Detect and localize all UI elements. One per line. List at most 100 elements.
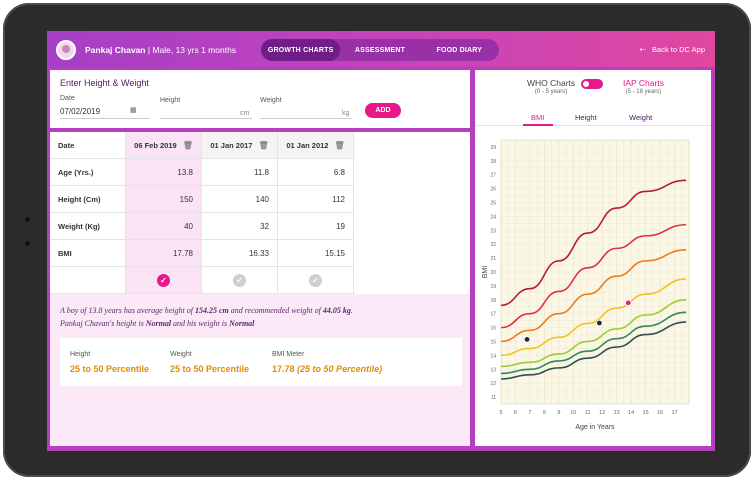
y-tick-label: 28 [490, 159, 496, 165]
back-button[interactable]: ⇠ Back to DC App [640, 45, 705, 54]
select-cell: ✓ [126, 267, 202, 294]
bmi-meter-percentile: (25 to 50 Percentile) [297, 364, 383, 374]
top-bar: Pankaj Chavan | Male, 13 yrs 1 months GR… [47, 31, 715, 67]
column-date: 01 Jan 2017 [210, 140, 253, 150]
percentile-card: Height 25 to 50 Percentile Weight 25 to … [60, 338, 462, 386]
x-tick-label: 13 [614, 410, 620, 416]
who-range: (0 - 5 years) [534, 89, 568, 95]
back-label: Back to DC App [652, 45, 705, 54]
percentile-line-3 [500, 298, 687, 368]
age-value: 6.8 [278, 159, 354, 186]
row-label-age: Age (Yrs.) [50, 159, 126, 186]
summary-panel: A boy of 13.8 years has average height o… [50, 294, 470, 446]
y-tick-label: 17 [490, 312, 496, 318]
x-tick-label: 17 [671, 410, 677, 416]
entry-title: Enter Height & Weight [60, 78, 149, 88]
row-labels-column: Date Age (Yrs.) Height (Cm) Weight (Kg) … [50, 132, 126, 294]
y-tick-label: 19 [490, 284, 496, 290]
main-tabs: GROWTH CHARTS ASSESSMENT FOOD DIARY [261, 39, 499, 61]
height-status: Normal [145, 319, 172, 328]
tab-assessment[interactable]: ASSESSMENT [354, 46, 406, 54]
who-charts-option[interactable]: WHO Charts (0 - 5 years) [527, 78, 575, 95]
chart-panel: WHO Charts (0 - 5 years) IAP Charts (5 - 1… [475, 70, 711, 446]
y-tick-label: 24 [490, 214, 496, 220]
weight-percentile-label: Weight [170, 351, 192, 358]
x-tick-label: 7 [528, 410, 531, 416]
column-header: 06 Feb 2019 🗑 [126, 132, 202, 159]
column-header: 01 Jan 2012 🗑 [278, 132, 354, 159]
checkmark-icon[interactable]: ✓ [309, 273, 322, 287]
date-field[interactable]: 07/02/2019 [60, 107, 101, 116]
bmi-meter-value: 17.78 (25 to 50 Percentile) [272, 364, 382, 374]
delete-icon[interactable]: 🗑 [258, 140, 269, 150]
y-tick-label: 11 [491, 395, 496, 401]
row-label-date: Date [50, 132, 126, 159]
column-01-jan-2012[interactable]: 01 Jan 2012 🗑 6.8 112 19 15.15 ✓ [278, 132, 354, 294]
y-tick-label: 21 [490, 256, 496, 262]
x-tick-label: 10 [570, 410, 576, 416]
add-button[interactable]: ADD [365, 103, 401, 118]
sensor-dot [25, 241, 30, 246]
date-label: Date [60, 95, 75, 102]
delete-icon[interactable]: 🗑 [182, 140, 193, 150]
x-tick-label: 15 [643, 410, 649, 416]
height-percentile-value: 25 to 50 Percentile [70, 364, 150, 374]
tab-growth-charts[interactable]: GROWTH CHARTS [261, 39, 341, 61]
tab-weight[interactable]: Weight [629, 113, 653, 122]
app-screen: Pankaj Chavan | Male, 13 yrs 1 months GR… [47, 31, 715, 451]
row-label-select [50, 267, 126, 294]
y-tick-label: 12 [490, 381, 496, 387]
column-06-feb-2019[interactable]: 06 Feb 2019 🗑 13.8 150 40 17.78 ✓ [126, 132, 202, 294]
x-axis-label: Age in Years [575, 424, 615, 431]
column-header: 01 Jan 2017 🗑 [202, 132, 278, 159]
weight-unit: kg [342, 110, 350, 117]
y-tick-label: 15 [490, 339, 496, 345]
height-value: 112 [278, 186, 354, 213]
who-label: WHO Charts [527, 78, 576, 88]
height-value: 140 [202, 186, 278, 213]
y-tick-label: 13 [490, 367, 496, 373]
avatar[interactable] [56, 40, 76, 60]
row-label-height: Height (Cm) [50, 186, 126, 213]
iap-charts-option[interactable]: IAP Charts (5 - 18 years) [623, 78, 664, 95]
height-field[interactable] [160, 118, 252, 119]
checkmark-icon[interactable]: ✓ [157, 273, 170, 287]
patient-info: | Male, 13 yrs 1 months [147, 45, 237, 55]
weight-status: Normal [229, 319, 255, 328]
bmi-value: 15.15 [278, 240, 354, 267]
bmi-value: 17.78 [126, 240, 202, 267]
column-date: 06 Feb 2019 [134, 140, 177, 150]
weight-field[interactable] [260, 118, 352, 119]
y-tick-label: 16 [490, 326, 496, 332]
height-value: 150 [126, 186, 202, 213]
column-01-jan-2017[interactable]: 01 Jan 2017 🗑 11.8 140 32 16.33 ✓ [202, 132, 278, 294]
tab-food-diary[interactable]: FOOD DIARY [436, 46, 483, 54]
x-tick-label: 8 [543, 410, 546, 416]
weight-value: 40 [126, 213, 202, 240]
calendar-icon[interactable]: ▦ [130, 107, 137, 114]
x-tick-label: 5 [499, 410, 502, 416]
x-tick-label: 11 [585, 410, 591, 416]
iap-label: IAP Charts [623, 78, 664, 88]
avg-height: 154.25 cm [194, 306, 229, 315]
bmi-meter-number: 17.78 [272, 364, 295, 374]
y-tick-label: 27 [490, 173, 496, 179]
rec-weight: 44.05 kg [322, 306, 351, 315]
select-cell: ✓ [278, 267, 354, 294]
tab-height[interactable]: Height [575, 113, 597, 122]
chart-standard-toggle[interactable] [581, 79, 603, 89]
patient-name: Pankaj Chavan [85, 45, 146, 55]
y-tick-label: 26 [490, 187, 496, 193]
delete-icon[interactable]: 🗑 [334, 140, 345, 150]
y-tick-label: 20 [490, 270, 496, 276]
weight-label: Weight [260, 97, 282, 104]
age-value: 13.8 [126, 159, 202, 186]
tab-bmi[interactable]: BMI [531, 113, 545, 122]
checkmark-icon[interactable]: ✓ [233, 273, 246, 287]
height-unit: cm [240, 110, 250, 117]
age-value: 11.8 [202, 159, 278, 186]
bmi-data-point-1 [523, 336, 531, 343]
tablet-frame: Pankaj Chavan | Male, 13 yrs 1 months GR… [3, 3, 751, 477]
back-arrow-icon: ⇠ [639, 45, 647, 54]
y-tick-label: 23 [490, 228, 496, 234]
